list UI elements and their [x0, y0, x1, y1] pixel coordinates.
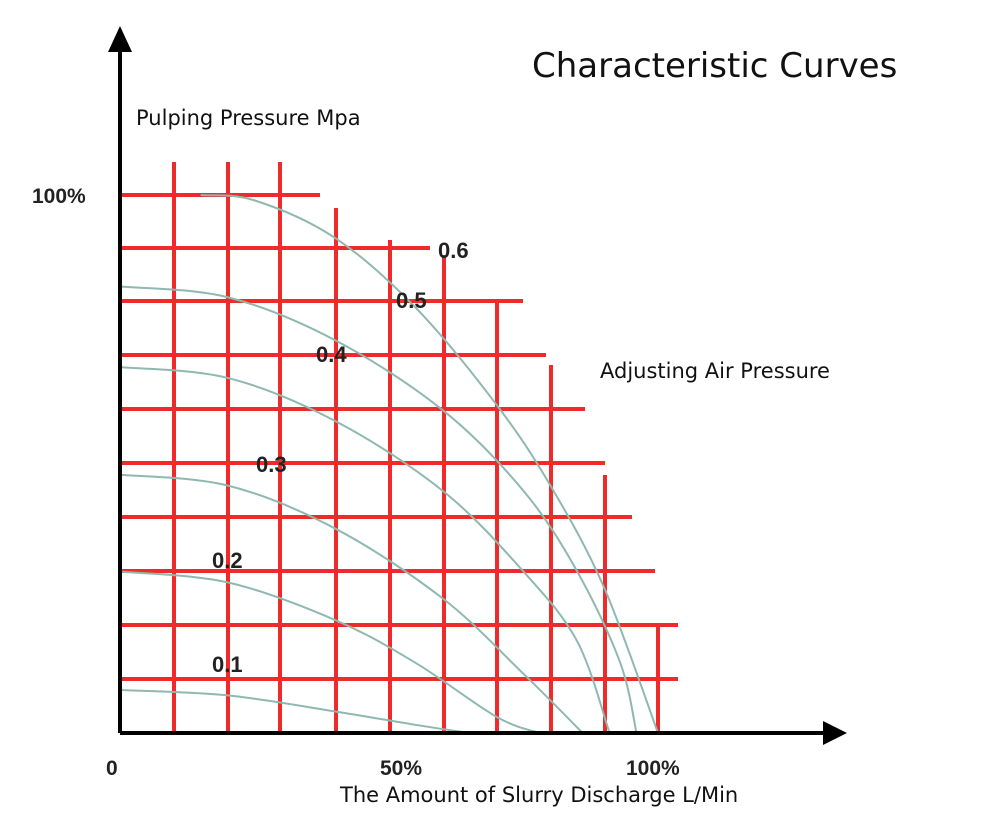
x-axis-arrow-icon [823, 721, 847, 745]
x-tick-label: 100% [626, 757, 680, 780]
label-layer: 0.1 0.2 0.3 0.4 0.5 0.6 0 50% 100% 100% [32, 185, 680, 780]
x-axis-label: The Amount of Slurry Discharge L/Min [339, 783, 738, 807]
y-axis-label: Pulping Pressure Mpa [136, 106, 361, 130]
y-tick-label: 100% [32, 185, 86, 208]
curve-label-0-1: 0.1 [212, 652, 243, 677]
grid-layer [120, 162, 678, 733]
curve-label-0-4: 0.4 [316, 342, 347, 367]
x-tick-label: 50% [380, 757, 422, 780]
curve-0-4 [119, 366, 611, 734]
curve-layer [119, 194, 659, 734]
curve-label-0-6: 0.6 [438, 238, 469, 263]
annotation-adjusting-air-pressure: Adjusting Air Pressure [600, 359, 830, 383]
chart-title: Characteristic Curves [532, 46, 897, 86]
curve-0-3 [119, 473, 584, 734]
x-tick-label: 0 [106, 757, 118, 780]
curve-0-6 [200, 194, 659, 734]
curve-label-0-3: 0.3 [256, 452, 287, 477]
y-axis-arrow-icon [108, 26, 132, 52]
curve-0-2 [119, 570, 540, 734]
curve-label-0-2: 0.2 [212, 548, 243, 573]
curve-0-5 [119, 285, 638, 734]
curve-0-1 [119, 688, 470, 734]
curve-label-0-5: 0.5 [396, 288, 427, 313]
axis-layer [108, 26, 847, 745]
